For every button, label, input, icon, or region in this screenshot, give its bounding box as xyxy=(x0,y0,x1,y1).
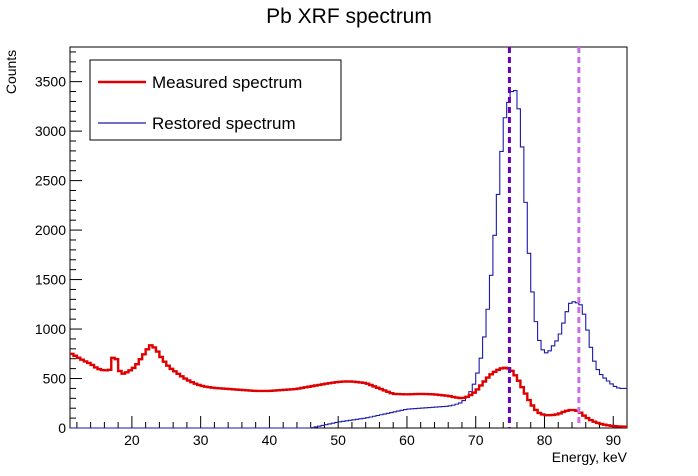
chart-title: Pb XRF spectrum xyxy=(266,5,432,28)
x-tick-label: 30 xyxy=(193,432,209,448)
y-tick-label: 3500 xyxy=(35,74,66,90)
x-tick-label: 80 xyxy=(537,432,553,448)
y-tick-label: 2500 xyxy=(35,173,66,189)
legend-label-restored: Restored spectrum xyxy=(152,114,296,133)
legend: Measured spectrum Restored spectrum xyxy=(89,59,342,141)
y-tick-label: 1500 xyxy=(35,272,66,288)
plot-frame xyxy=(69,46,628,429)
plot-area: 20 30 40 50 60 70 80 90 0 500 1000 1500 2000 2500 3000… xyxy=(35,46,628,448)
legend-box xyxy=(89,59,342,141)
measured-spectrum-line xyxy=(70,344,627,428)
y-tick-label: 3000 xyxy=(35,123,66,139)
y-tick-label: 2000 xyxy=(35,222,66,238)
restored-spectrum-line xyxy=(70,89,627,429)
x-tick-label: 40 xyxy=(262,432,278,448)
x-tick-label: 60 xyxy=(399,432,415,448)
y-tick-label: 1000 xyxy=(35,321,66,337)
x-tick-label: 90 xyxy=(605,432,621,448)
y-tick-label: 500 xyxy=(43,371,67,387)
x-tick-label: 50 xyxy=(330,432,346,448)
x-tick-label: 20 xyxy=(124,432,140,448)
legend-label-measured: Measured spectrum xyxy=(152,73,302,92)
x-tick-label: 70 xyxy=(468,432,484,448)
x-axis-label: Energy, keV xyxy=(552,449,628,465)
y-axis-label: Counts xyxy=(3,50,19,94)
y-tick-label: 0 xyxy=(58,420,66,436)
